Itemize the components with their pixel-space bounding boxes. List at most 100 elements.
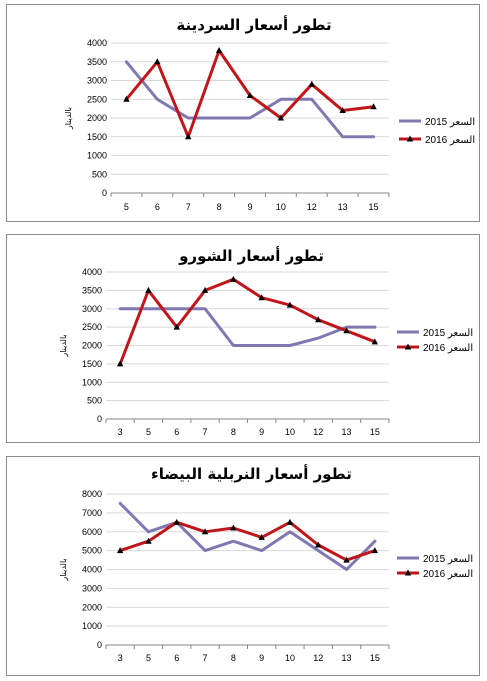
y-tick-label: 4000 bbox=[82, 565, 102, 575]
data-point bbox=[315, 541, 322, 548]
x-tick-label: 8 bbox=[231, 427, 236, 437]
legend-label: 2015 السعر bbox=[423, 328, 473, 339]
x-tick-label: 12 bbox=[313, 653, 323, 663]
y-tick-label: 3000 bbox=[82, 583, 102, 593]
series-line-1 bbox=[118, 277, 377, 366]
x-tick-label: 15 bbox=[370, 427, 380, 437]
chart-panel-shouro: تطور أسعار الشورو 0 500 1000 1500 2000 2500 300… bbox=[6, 234, 480, 443]
data-point bbox=[343, 556, 350, 563]
chart-svg: تطور أسعار الشورو 0 500 1000 1500 2000 2500 300… bbox=[59, 246, 473, 437]
x-tick-label: 7 bbox=[203, 427, 208, 437]
y-tick-label: 0 bbox=[97, 414, 102, 424]
y-tick-label: 1000 bbox=[82, 377, 102, 387]
x-tick-label: 5 bbox=[146, 427, 151, 437]
data-point bbox=[246, 92, 254, 98]
y-tick-label: 8000 bbox=[82, 489, 102, 499]
y-tick-label: 2500 bbox=[82, 322, 102, 332]
y-tick-label: 3500 bbox=[82, 285, 102, 295]
y-tick-label: 500 bbox=[92, 169, 107, 179]
legend-label: 2016 السعر bbox=[423, 343, 473, 354]
legend-marker bbox=[404, 343, 412, 350]
y-tick-label: 3000 bbox=[87, 76, 107, 86]
x-tick-label: 6 bbox=[155, 202, 160, 212]
chart-panel-sardine: تطور أسعار السردينة 0 500 1000 1500 2000 2500 3… bbox=[6, 4, 480, 222]
y-tick-label: 4000 bbox=[87, 38, 107, 48]
x-tick-label: 6 bbox=[174, 653, 179, 663]
data-point bbox=[343, 327, 350, 334]
chart-title: تطور أسعار النربلية البيضاء bbox=[151, 464, 352, 483]
x-tick-label: 8 bbox=[231, 653, 236, 663]
y-tick-label: 6000 bbox=[82, 527, 102, 537]
x-tick-label: 13 bbox=[338, 202, 348, 212]
series-line-0 bbox=[118, 501, 377, 571]
chart-title: تطور أسعار السردينة bbox=[176, 15, 331, 34]
data-point bbox=[339, 107, 346, 113]
y-axis-label: بالدينار bbox=[59, 334, 68, 357]
x-tick-label: 5 bbox=[124, 202, 129, 212]
legend-label: 2016 السعر bbox=[425, 135, 475, 146]
x-tick-label: 10 bbox=[276, 202, 286, 212]
data-point bbox=[145, 286, 152, 293]
data-point bbox=[201, 286, 209, 293]
legend-marker bbox=[404, 569, 412, 576]
data-point bbox=[258, 533, 265, 540]
x-tick-label: 7 bbox=[203, 653, 208, 663]
x-tick-label: 15 bbox=[369, 202, 379, 212]
y-tick-label: 0 bbox=[102, 188, 107, 198]
x-tick-label: 13 bbox=[342, 427, 352, 437]
data-point bbox=[230, 275, 237, 282]
y-tick-label: 1000 bbox=[82, 621, 102, 631]
data-point bbox=[201, 528, 209, 535]
x-tick-label: 5 bbox=[146, 653, 151, 663]
data-point bbox=[116, 360, 124, 367]
y-tick-label: 2000 bbox=[87, 113, 107, 123]
x-tick-label: 9 bbox=[247, 202, 252, 212]
chart-panel-narbalia: تطور أسعار النربلية البيضاء 0 1000 2000 3000… bbox=[6, 456, 480, 676]
data-point bbox=[154, 58, 161, 65]
y-tick-label: 2000 bbox=[82, 602, 102, 612]
data-point bbox=[315, 316, 322, 323]
series-line-0 bbox=[124, 60, 376, 139]
legend-marker bbox=[406, 135, 414, 142]
legend-label: 2015 السعر bbox=[425, 117, 475, 128]
chart-svg: تطور أسعار السردينة 0 500 1000 1500 2000 2500 3… bbox=[64, 15, 475, 212]
data-point bbox=[173, 323, 180, 330]
data-point bbox=[173, 518, 180, 525]
data-point bbox=[277, 114, 285, 121]
data-point bbox=[286, 301, 294, 308]
y-tick-label: 4000 bbox=[82, 267, 102, 277]
data-point bbox=[371, 338, 379, 345]
data-point bbox=[371, 547, 379, 554]
data-point bbox=[215, 47, 223, 53]
x-tick-label: 3 bbox=[118, 653, 123, 663]
x-tick-label: 13 bbox=[342, 653, 352, 663]
legend-label: 2015 السعر bbox=[423, 554, 473, 565]
y-tick-label: 1000 bbox=[87, 151, 107, 161]
chart-svg: تطور أسعار النربلية البيضاء 0 1000 2000 3000… bbox=[59, 464, 473, 663]
y-tick-label: 1500 bbox=[87, 132, 107, 142]
y-tick-label: 2000 bbox=[82, 341, 102, 351]
x-tick-label: 9 bbox=[259, 427, 264, 437]
data-point bbox=[258, 294, 265, 301]
x-tick-label: 3 bbox=[118, 427, 123, 437]
y-tick-label: 2500 bbox=[87, 94, 107, 104]
data-point bbox=[230, 524, 237, 531]
y-axis-label: بالدينار bbox=[64, 107, 73, 130]
data-point bbox=[123, 95, 130, 102]
y-tick-label: 7000 bbox=[82, 508, 102, 518]
data-point bbox=[286, 518, 294, 525]
x-tick-label: 10 bbox=[285, 653, 295, 663]
legend-label: 2016 السعر bbox=[423, 569, 473, 580]
y-tick-label: 3000 bbox=[82, 304, 102, 314]
x-tick-label: 7 bbox=[186, 202, 191, 212]
x-tick-label: 12 bbox=[313, 427, 323, 437]
x-tick-label: 12 bbox=[307, 202, 317, 212]
x-tick-label: 9 bbox=[259, 653, 264, 663]
y-tick-label: 5000 bbox=[82, 546, 102, 556]
y-tick-label: 3500 bbox=[87, 57, 107, 67]
x-tick-label: 15 bbox=[370, 653, 380, 663]
series-line-1 bbox=[118, 520, 377, 562]
data-point bbox=[116, 547, 124, 554]
y-axis-label: بالدينار bbox=[59, 558, 68, 581]
x-tick-label: 8 bbox=[217, 202, 222, 212]
